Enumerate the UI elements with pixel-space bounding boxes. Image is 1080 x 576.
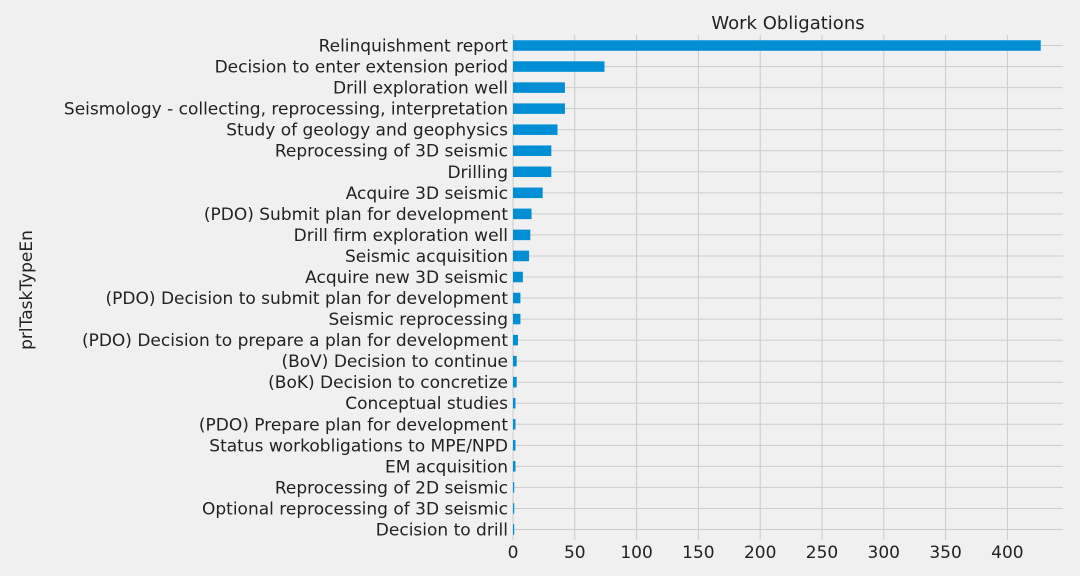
bar: [513, 334, 518, 346]
bar: [513, 166, 552, 178]
x-tick-label: 50: [564, 543, 586, 563]
bar: [513, 250, 530, 262]
bar: [513, 208, 532, 220]
bar: [513, 313, 521, 325]
x-tick-label: 300: [868, 543, 900, 563]
bar: [513, 461, 516, 472]
y-tick-label: Acquire new 3D seismic: [305, 268, 508, 288]
y-tick-label: (PDO) Decision to prepare a plan for dev…: [82, 331, 508, 351]
bar: [513, 187, 543, 199]
y-tick-label: (BoK) Decision to concretize: [268, 373, 508, 393]
y-tick-label: EM acquisition: [385, 457, 508, 477]
y-tick-label: Drill exploration well: [333, 79, 508, 99]
y-tick-label: Relinquishment report: [319, 37, 509, 57]
x-tick-label: 0: [508, 543, 519, 563]
grid-lines: [512, 35, 1063, 540]
bar: [513, 40, 1041, 51]
y-tick-label: (BoV) Decision to continue: [281, 352, 508, 372]
bar: [513, 103, 565, 114]
y-tick-label: Acquire 3D seismic: [346, 184, 508, 204]
bar: [513, 271, 523, 283]
x-tick-label: 150: [682, 543, 714, 563]
x-tick-labels: 0 50 100 150 200 250 300 350 400: [508, 543, 1024, 563]
bar: [513, 419, 516, 430]
y-tick-label: Drilling: [447, 163, 508, 183]
y-tick-label: (PDO) Decision to submit plan for develo…: [106, 289, 509, 309]
y-tick-label: Reprocessing of 3D seismic: [275, 142, 508, 162]
y-tick-label: Status workobligations to MPE/NPD: [209, 436, 508, 456]
bar: [513, 355, 517, 367]
y-tick-label: Decision to enter extension period: [215, 58, 508, 78]
bar: [513, 376, 517, 388]
bar: [513, 61, 605, 72]
x-tick-label: 400: [991, 543, 1023, 563]
bar: [513, 82, 565, 93]
y-tick-label: Drill firm exploration well: [294, 226, 508, 246]
y-tick-label: (PDO) Prepare plan for development: [199, 415, 508, 435]
x-tick-label: 250: [806, 543, 838, 563]
bar: [513, 482, 515, 493]
y-tick-label: Optional reprocessing of 3D seismic: [202, 499, 508, 519]
bar: [513, 503, 515, 514]
chart-title: Work Obligations: [711, 13, 864, 34]
bar: [513, 229, 531, 241]
y-tick-label: Conceptual studies: [345, 394, 508, 414]
bar: [513, 145, 552, 156]
y-tick-label: Decision to drill: [376, 520, 508, 540]
bar: [513, 124, 558, 135]
y-tick-label: Seismology - collecting, reprocessing, i…: [64, 100, 508, 120]
y-tick-label: Seismic reprocessing: [328, 310, 508, 330]
x-tick-label: 100: [620, 543, 652, 563]
y-axis-label: prlTaskTypeEn: [17, 230, 37, 350]
y-tick-label: Study of geology and geophysics: [226, 121, 508, 141]
x-tick-label: 350: [929, 543, 961, 563]
bar: [513, 524, 515, 535]
bars: [513, 40, 1041, 535]
y-tick-label: Seismic acquisition: [345, 247, 508, 267]
bar: [513, 292, 521, 304]
x-tick-label: 200: [744, 543, 776, 563]
bar: [513, 440, 516, 451]
bar: [513, 397, 516, 409]
y-tick-label: Reprocessing of 2D seismic: [275, 478, 508, 498]
y-tick-label: (PDO) Submit plan for development: [204, 205, 508, 225]
